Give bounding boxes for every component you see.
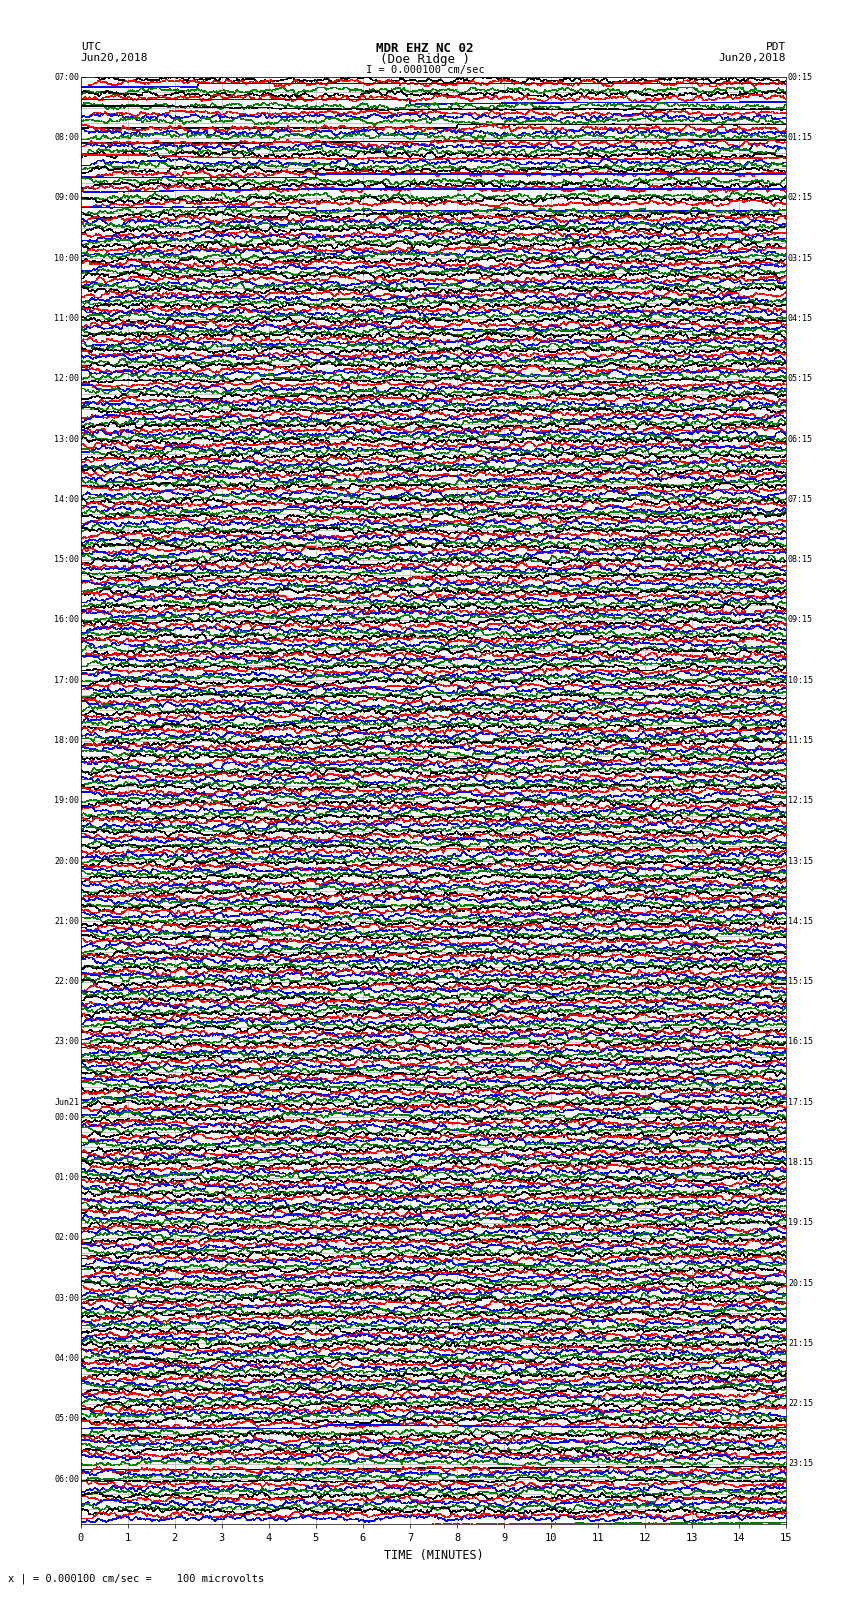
Text: UTC: UTC	[81, 42, 101, 52]
Text: Jun20,2018: Jun20,2018	[719, 53, 786, 63]
Text: 12:00: 12:00	[54, 374, 79, 384]
Text: 03:15: 03:15	[788, 253, 813, 263]
Text: 00:15: 00:15	[788, 73, 813, 82]
Text: 18:00: 18:00	[54, 736, 79, 745]
Text: 02:00: 02:00	[54, 1234, 79, 1242]
Text: 22:15: 22:15	[788, 1398, 813, 1408]
Text: 21:00: 21:00	[54, 916, 79, 926]
Text: MDR EHZ NC 02: MDR EHZ NC 02	[377, 42, 473, 55]
Text: 07:15: 07:15	[788, 495, 813, 503]
Text: 23:00: 23:00	[54, 1037, 79, 1047]
Text: (Doe Ridge ): (Doe Ridge )	[380, 53, 470, 66]
Text: 02:15: 02:15	[788, 194, 813, 203]
Text: 12:15: 12:15	[788, 797, 813, 805]
Text: 01:15: 01:15	[788, 134, 813, 142]
Text: 13:15: 13:15	[788, 857, 813, 866]
Text: 21:15: 21:15	[788, 1339, 813, 1348]
Text: 14:00: 14:00	[54, 495, 79, 503]
Text: 20:15: 20:15	[788, 1279, 813, 1287]
Text: Jun20,2018: Jun20,2018	[81, 53, 148, 63]
Text: 14:15: 14:15	[788, 916, 813, 926]
Text: 19:15: 19:15	[788, 1218, 813, 1227]
Text: x | = 0.000100 cm/sec =    100 microvolts: x | = 0.000100 cm/sec = 100 microvolts	[8, 1573, 264, 1584]
Text: 19:00: 19:00	[54, 797, 79, 805]
Text: 13:00: 13:00	[54, 434, 79, 444]
Text: 00:00: 00:00	[54, 1113, 79, 1123]
Text: 11:00: 11:00	[54, 315, 79, 323]
Text: 22:00: 22:00	[54, 977, 79, 986]
Text: 16:15: 16:15	[788, 1037, 813, 1047]
Text: 10:15: 10:15	[788, 676, 813, 686]
Text: 16:00: 16:00	[54, 616, 79, 624]
Text: I = 0.000100 cm/sec: I = 0.000100 cm/sec	[366, 65, 484, 74]
Text: 04:15: 04:15	[788, 315, 813, 323]
Text: 23:15: 23:15	[788, 1460, 813, 1468]
Text: Jun21: Jun21	[54, 1098, 79, 1107]
Text: PDT: PDT	[766, 42, 786, 52]
Text: 10:00: 10:00	[54, 253, 79, 263]
Text: 04:00: 04:00	[54, 1353, 79, 1363]
Text: 09:00: 09:00	[54, 194, 79, 203]
Text: 06:15: 06:15	[788, 434, 813, 444]
Text: 08:00: 08:00	[54, 134, 79, 142]
Text: 03:00: 03:00	[54, 1294, 79, 1303]
Text: 05:00: 05:00	[54, 1415, 79, 1423]
Text: 17:15: 17:15	[788, 1098, 813, 1107]
Text: 09:15: 09:15	[788, 616, 813, 624]
Text: 18:15: 18:15	[788, 1158, 813, 1168]
Text: 15:00: 15:00	[54, 555, 79, 565]
Text: 17:00: 17:00	[54, 676, 79, 686]
X-axis label: TIME (MINUTES): TIME (MINUTES)	[383, 1548, 484, 1561]
Text: 06:00: 06:00	[54, 1474, 79, 1484]
Text: 05:15: 05:15	[788, 374, 813, 384]
Text: 08:15: 08:15	[788, 555, 813, 565]
Text: 11:15: 11:15	[788, 736, 813, 745]
Text: 01:00: 01:00	[54, 1173, 79, 1182]
Text: 15:15: 15:15	[788, 977, 813, 986]
Text: 07:00: 07:00	[54, 73, 79, 82]
Text: 20:00: 20:00	[54, 857, 79, 866]
